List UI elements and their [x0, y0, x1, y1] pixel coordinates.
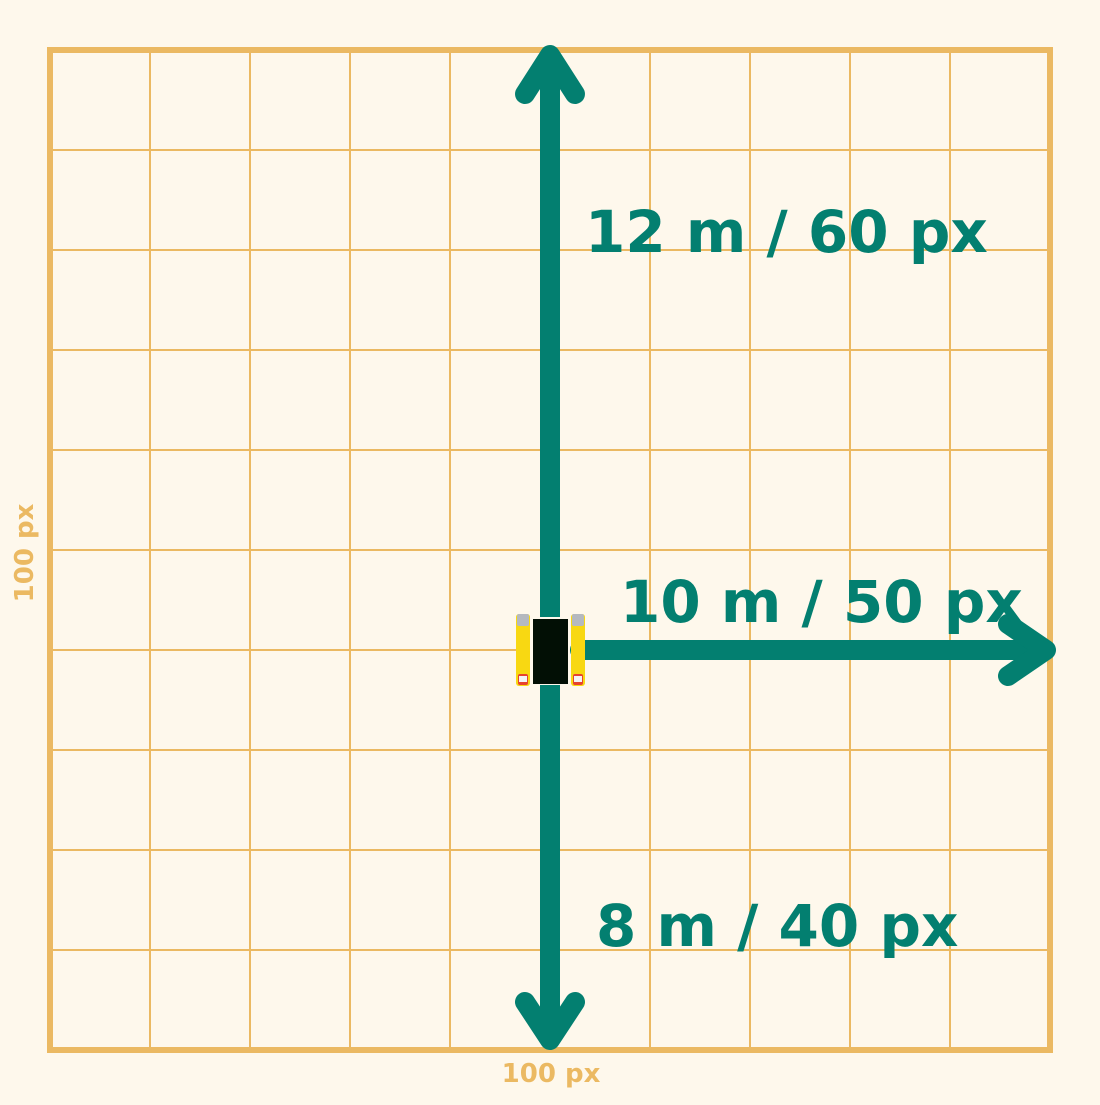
vertical-arrow [515, 45, 585, 1050]
up-arrowhead [515, 45, 585, 104]
horizontal-arrow [570, 614, 1056, 686]
up-measurement-label: 12 m / 60 px [585, 198, 988, 266]
car-top-view-icon [516, 614, 585, 686]
x-axis-label: 100 px [502, 1059, 601, 1089]
y-axis-label: 100 px [10, 503, 40, 602]
down-arrowhead [515, 992, 585, 1050]
right-measurement-label: 10 m / 50 px [620, 568, 1023, 636]
right-arrowhead [998, 614, 1056, 686]
down-measurement-label: 8 m / 40 px [596, 892, 958, 960]
